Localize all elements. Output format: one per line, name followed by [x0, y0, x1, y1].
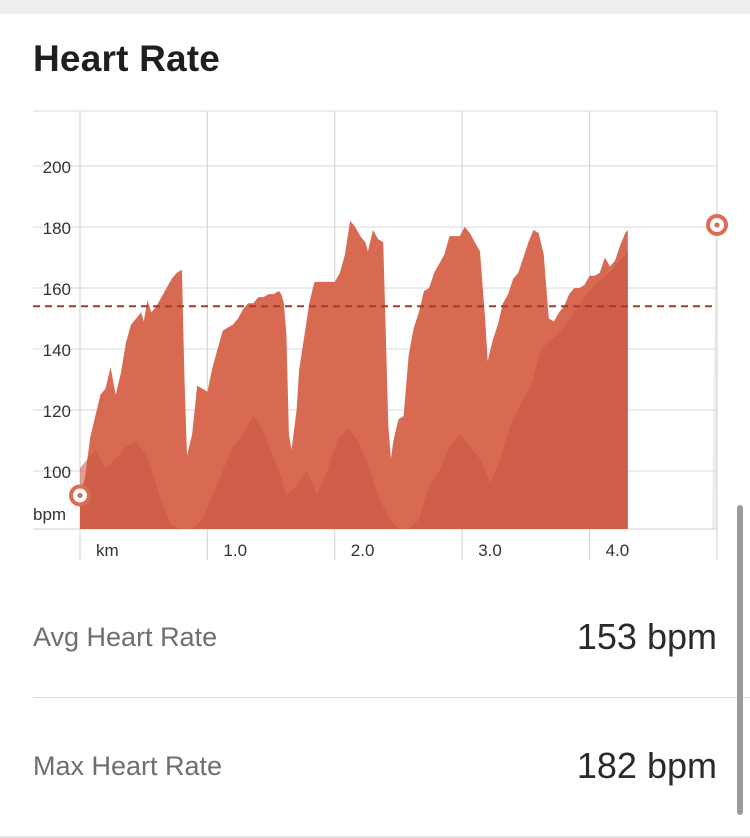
x-unit-label: km: [96, 541, 119, 560]
x-tick-label-3.0: 3.0: [478, 541, 502, 560]
heart-rate-area: [80, 220, 628, 530]
y-tick-label-160: 160: [43, 280, 71, 299]
y-tick-label-120: 120: [43, 402, 71, 421]
x-tick-label-2.0: 2.0: [351, 541, 375, 560]
top-edge: [0, 0, 750, 14]
chart-edge-shade: [712, 119, 717, 529]
avg-heart-rate-row: Avg Heart Rate 153 bpm: [33, 606, 717, 666]
scrollbar[interactable]: [737, 505, 743, 815]
bottom-edge: [0, 836, 750, 838]
y-tick-label-180: 180: [43, 219, 71, 238]
avg-heart-rate-value: 153 bpm: [576, 616, 717, 657]
divider: [33, 697, 750, 698]
max-heart-rate-row: Max Heart Rate 182 bpm: [33, 735, 717, 795]
max-heart-rate-value: 182 bpm: [576, 745, 717, 786]
x-tick-label-1.0: 1.0: [223, 541, 247, 560]
max-heart-rate-label: Max Heart Rate: [33, 751, 223, 781]
card-title: Heart Rate: [33, 38, 221, 79]
heart-rate-shadow: [80, 251, 628, 529]
heart-rate-chart[interactable]: 100 120 140 160 180 200 bpm km 1.0 2.0 3.0 4.0: [0, 100, 750, 562]
y-tick-label-200: 200: [43, 158, 71, 177]
avg-heart-rate-label: Avg Heart Rate: [33, 622, 218, 652]
x-tick-label-4.0: 4.0: [606, 541, 630, 560]
start-point-dot: [77, 492, 83, 499]
y-tick-label-140: 140: [43, 341, 71, 360]
y-tick-label-100: 100: [43, 463, 71, 482]
y-unit-label: bpm: [33, 505, 66, 524]
end-point-dot: [714, 222, 720, 228]
